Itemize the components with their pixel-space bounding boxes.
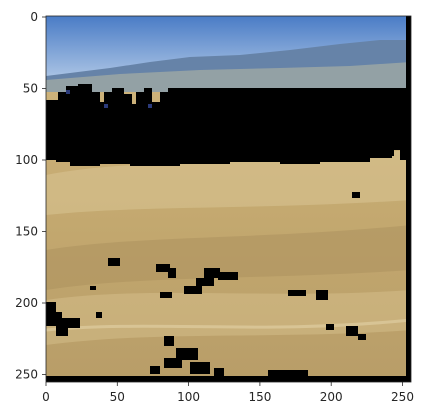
y-tick-label: 0: [30, 10, 38, 24]
black-mask-band: [46, 84, 411, 166]
x-axis: 0 50 100 150 200 250: [42, 382, 414, 404]
grass-band-dark: [46, 225, 411, 290]
mask-hole: [66, 90, 70, 94]
y-tick-label: 250: [15, 368, 38, 382]
y-axis: 0 50 100 150 200 250: [15, 10, 46, 382]
x-tick-label: 100: [177, 390, 200, 404]
grass-band-light-2: [46, 290, 411, 345]
y-tick-label: 50: [23, 82, 38, 96]
x-tick-label: 150: [248, 390, 271, 404]
grass-streak: [46, 318, 411, 332]
x-tick-label: 200: [320, 390, 343, 404]
hills-foreground: [46, 62, 411, 92]
black-speckles: [46, 16, 411, 382]
y-tick-label: 100: [15, 153, 38, 167]
mask-hole: [148, 104, 152, 108]
photo-image: [46, 16, 411, 382]
grass-band-light: [46, 150, 411, 215]
axes-frame: [45, 15, 412, 383]
y-tick-label: 150: [15, 225, 38, 239]
x-tick-label: 0: [42, 390, 50, 404]
x-tick-label: 50: [110, 390, 125, 404]
mask-hole: [104, 104, 108, 108]
x-tick-label: 250: [391, 390, 414, 404]
y-tick-label: 200: [15, 296, 38, 310]
